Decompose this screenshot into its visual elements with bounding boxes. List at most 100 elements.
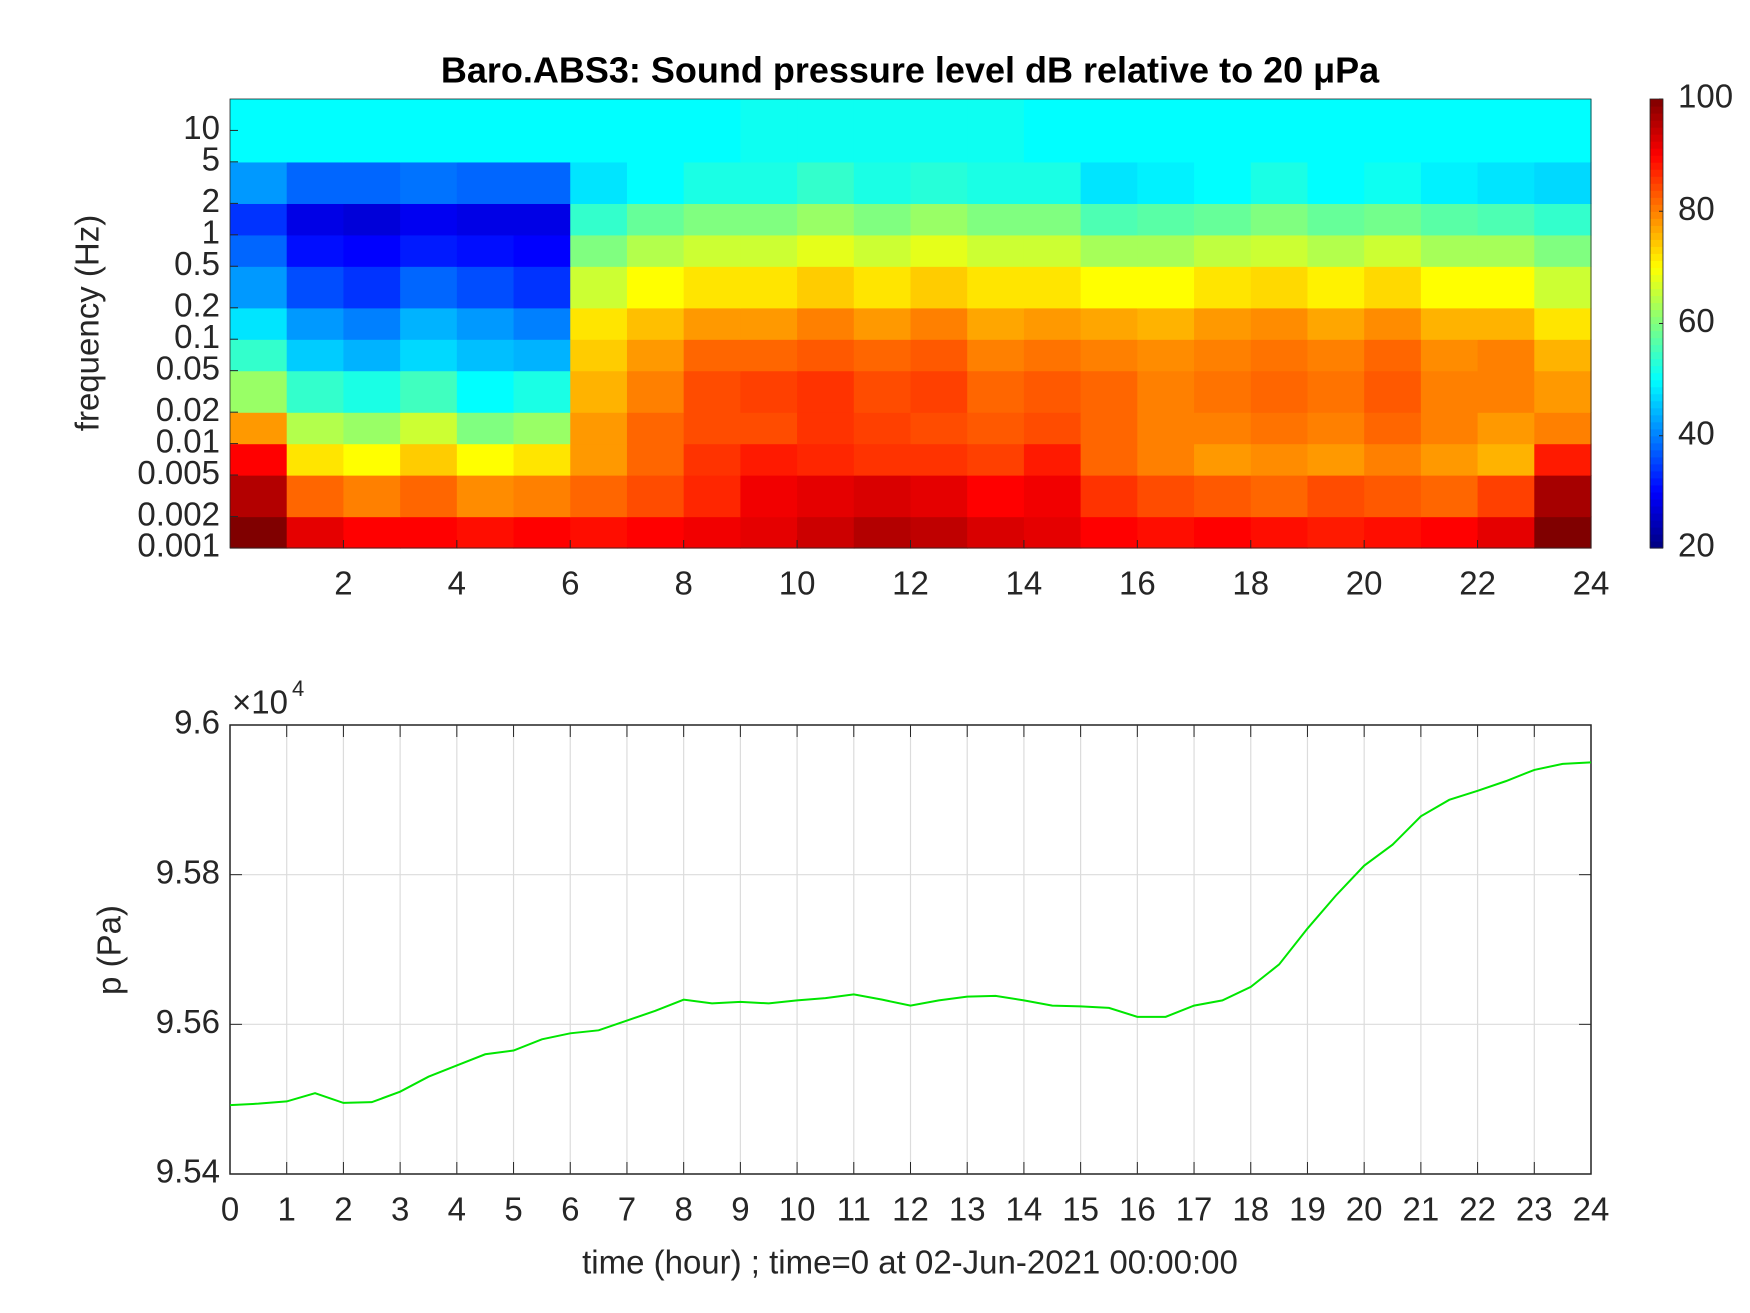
- heatmap-cell: [1137, 370, 1195, 413]
- x-tick-label: 1: [278, 1191, 296, 1228]
- y-axis-label: frequency (Hz): [69, 215, 106, 431]
- colorbar-segment: [1650, 414, 1663, 423]
- heatmap-cell: [1250, 516, 1309, 549]
- x-tick-label: 4: [448, 565, 466, 602]
- heatmap-cell: [1534, 266, 1592, 309]
- heatmap-cell: [1364, 161, 1422, 204]
- heatmap-cell: [797, 516, 855, 549]
- heatmap-cell: [1080, 307, 1138, 340]
- heatmap-cell: [910, 99, 968, 163]
- heatmap-cell: [853, 475, 912, 518]
- heatmap-cell: [1364, 266, 1422, 309]
- heatmap-cell: [1477, 99, 1535, 163]
- y-tick-label: 0.002: [137, 495, 220, 532]
- colorbar-segment: [1650, 120, 1663, 128]
- x-tick-label: 8: [674, 565, 692, 602]
- heatmap-cell: [1534, 516, 1592, 549]
- heatmap-cell: [1250, 339, 1309, 372]
- heatmap-cell: [456, 443, 515, 476]
- heatmap-cell: [967, 203, 1025, 236]
- colorbar-segment: [1650, 211, 1663, 219]
- colorbar-segment: [1650, 113, 1663, 121]
- heatmap-cell: [910, 307, 968, 340]
- heatmap-cell: [1023, 443, 1082, 476]
- x-tick-label: 0: [221, 1191, 239, 1228]
- heatmap-cell: [1250, 475, 1309, 518]
- colorbar-segment: [1650, 274, 1663, 283]
- heatmap-cell: [1534, 339, 1592, 372]
- colorbar-segment: [1650, 512, 1663, 521]
- heatmap-cell: [456, 161, 515, 204]
- heatmap-cell: [1307, 234, 1365, 267]
- heatmap-cell: [1194, 234, 1252, 267]
- heatmap-cell: [1307, 443, 1365, 476]
- heatmap-cell: [1250, 234, 1309, 267]
- heatmap-cell: [1137, 412, 1195, 445]
- heatmap-cell: [286, 443, 345, 476]
- heatmap-cell: [286, 516, 345, 549]
- heatmap-cell: [1420, 307, 1479, 340]
- heatmap-cell: [1477, 516, 1535, 549]
- heatmap-cell: [740, 370, 798, 413]
- heatmap-cell: [626, 266, 685, 309]
- heatmap-cell: [967, 475, 1025, 518]
- heatmap-cell: [910, 370, 968, 413]
- plot-frame: [229, 724, 1592, 1175]
- heatmap-cell: [513, 234, 571, 267]
- x-tick-label: 20: [1346, 565, 1383, 602]
- heatmap-cell: [683, 161, 741, 204]
- colorbar-segment: [1650, 246, 1663, 254]
- x-tick-label: 14: [1006, 565, 1043, 602]
- heatmap-cell: [1307, 307, 1365, 340]
- heatmap-cell: [967, 516, 1025, 549]
- heatmap-cell: [797, 266, 855, 309]
- heatmap-cell: [230, 234, 288, 267]
- heatmap-cell: [570, 266, 628, 309]
- heatmap-cell: [343, 443, 401, 476]
- x-tick-label: 16: [1119, 1191, 1156, 1228]
- heatmap-cell: [1137, 516, 1195, 549]
- x-tick-label: 18: [1232, 565, 1269, 602]
- colorbar-segment: [1650, 162, 1663, 170]
- heatmap-cell: [286, 266, 345, 309]
- colorbar-segment: [1650, 204, 1663, 212]
- chart-title: Baro.ABS3: Sound pressure level dB relat…: [441, 50, 1380, 91]
- colorbar-segment: [1650, 393, 1663, 402]
- heatmap-cell: [1534, 161, 1592, 204]
- x-tick-label: 6: [561, 565, 579, 602]
- heatmap-cell: [683, 370, 741, 413]
- heatmap-cell: [1194, 412, 1252, 445]
- heatmap-cell: [1080, 339, 1138, 372]
- heatmap-cell: [1250, 203, 1309, 236]
- colorbar-segment: [1650, 365, 1663, 374]
- heatmap-cell: [1364, 443, 1422, 476]
- heatmap-cell: [740, 234, 798, 267]
- heatmap-cell: [1420, 443, 1479, 476]
- heatmap-cell: [400, 475, 458, 518]
- heatmap-cell: [853, 443, 912, 476]
- heatmap-cell: [1534, 475, 1592, 518]
- colorbar-segment: [1650, 435, 1663, 444]
- colorbar-segment: [1650, 134, 1663, 142]
- heatmap-cell: [456, 370, 515, 413]
- heatmap-cell: [343, 475, 401, 518]
- heatmap-cell: [1307, 339, 1365, 372]
- heatmap-cell: [797, 370, 855, 413]
- heatmap-cell: [400, 516, 458, 549]
- y-tick-label: 2: [202, 182, 220, 219]
- heatmap-cell: [400, 443, 458, 476]
- heatmap-cell: [683, 203, 741, 236]
- x-tick-label: 23: [1516, 1191, 1553, 1228]
- x-tick-label: 13: [949, 1191, 986, 1228]
- heatmap-cell: [1137, 307, 1195, 340]
- x-tick-label: 20: [1346, 1191, 1383, 1228]
- heatmap-cell: [456, 412, 515, 445]
- y-axis-label: p (Pa): [91, 905, 128, 995]
- heatmap-cell: [400, 161, 458, 204]
- heatmap-cell: [910, 443, 968, 476]
- heatmap-cell: [230, 443, 288, 476]
- heatmap-cell: [570, 234, 628, 267]
- x-tick-label: 7: [618, 1191, 636, 1228]
- x-tick-label: 10: [779, 565, 816, 602]
- heatmap-cell: [683, 266, 741, 309]
